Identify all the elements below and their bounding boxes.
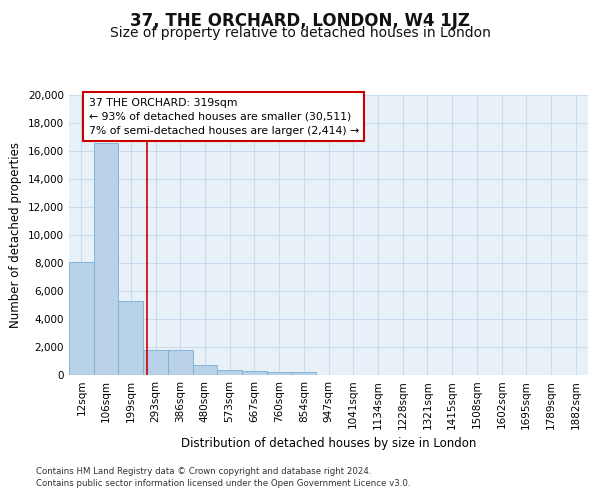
Bar	[267, 372, 292, 375]
Bar	[118, 301, 143, 375]
Text: 37 THE ORCHARD: 319sqm
← 93% of detached houses are smaller (30,511)
7% of semi-: 37 THE ORCHARD: 319sqm ← 93% of detached…	[89, 98, 359, 136]
Bar	[69, 262, 94, 375]
Bar	[292, 372, 316, 375]
Bar	[193, 365, 217, 375]
Text: Contains HM Land Registry data © Crown copyright and database right 2024.: Contains HM Land Registry data © Crown c…	[36, 468, 371, 476]
Bar	[94, 142, 118, 375]
Text: 37, THE ORCHARD, LONDON, W4 1JZ: 37, THE ORCHARD, LONDON, W4 1JZ	[130, 12, 470, 30]
Text: Size of property relative to detached houses in London: Size of property relative to detached ho…	[110, 26, 490, 40]
Text: Contains public sector information licensed under the Open Government Licence v3: Contains public sector information licen…	[36, 479, 410, 488]
Y-axis label: Number of detached properties: Number of detached properties	[10, 142, 22, 328]
X-axis label: Distribution of detached houses by size in London: Distribution of detached houses by size …	[181, 437, 476, 450]
Bar	[143, 350, 168, 375]
Bar	[242, 371, 267, 375]
Bar	[217, 370, 242, 375]
Bar	[168, 350, 193, 375]
